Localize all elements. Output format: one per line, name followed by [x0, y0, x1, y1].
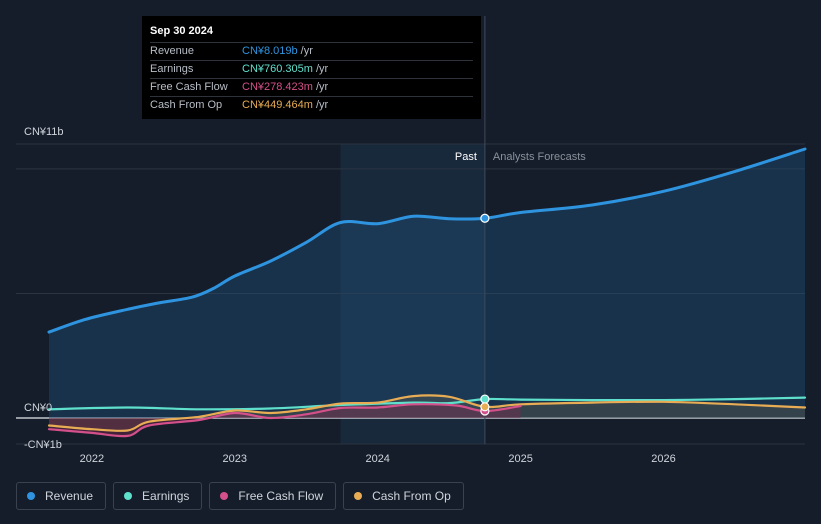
y-axis-negative-label: -CN¥1b	[24, 439, 62, 451]
legend-label: Earnings	[142, 489, 190, 503]
revenue-area	[49, 149, 805, 418]
earnings-marker	[480, 394, 490, 404]
tooltip-value: CN¥449.464m	[242, 99, 313, 111]
chart-legend: Revenue Earnings Free Cash Flow Cash Fro…	[16, 482, 464, 510]
x-tick-label: 2023	[223, 453, 247, 465]
legend-earnings-toggle[interactable]: Earnings	[113, 482, 203, 510]
tooltip-value: CN¥8.019b	[242, 45, 298, 57]
tooltip-unit: /yr	[300, 45, 313, 57]
free-cash-flow-line	[47, 403, 522, 438]
tooltip-unit: /yr	[315, 81, 329, 93]
past-label: Past	[455, 151, 477, 163]
x-tick-label: 2026	[651, 453, 675, 465]
legend-dot-icon	[220, 492, 229, 500]
tooltip-label: Revenue	[150, 45, 195, 57]
legend-dot-icon	[354, 492, 363, 500]
tooltip-value: CN¥760.305m	[242, 63, 313, 75]
legend-revenue-toggle[interactable]: Revenue	[16, 482, 107, 510]
tooltip-row-revenue: Revenue CN¥8.019b /yr	[150, 43, 473, 61]
cash-from-op-marker	[480, 402, 490, 412]
tooltip-row-earnings: Earnings CN¥760.305m /yr	[150, 61, 473, 79]
earnings-line	[47, 396, 807, 411]
legend-label: Free Cash Flow	[238, 489, 324, 503]
cash-from-op-line	[47, 394, 807, 433]
data-tooltip: Sep 30 2024 Revenue CN¥8.019b /yr Earnin…	[142, 16, 481, 119]
legend-cash-from-op-toggle[interactable]: Cash From Op	[343, 482, 464, 510]
legend-label: Cash From Op	[372, 489, 451, 503]
forecast-label: Analysts Forecasts	[493, 151, 586, 163]
x-tick-label: 2022	[80, 453, 104, 465]
legend-dot-icon	[27, 492, 35, 500]
x-tick-label: 2024	[365, 453, 389, 465]
x-tick-label: 2025	[508, 453, 532, 465]
tooltip-row-cash-from-op: Cash From Op CN¥449.464m /yr	[150, 97, 473, 114]
y-axis-zero-label: CN¥0	[24, 402, 52, 414]
tooltip-unit: /yr	[315, 99, 329, 111]
tooltip-label: Earnings	[150, 63, 194, 75]
tooltip-value: CN¥278.423m	[242, 81, 313, 93]
past-highlight-band	[340, 144, 485, 444]
revenue-line	[47, 147, 807, 334]
tooltip-row-free-cash-flow: Free Cash Flow CN¥278.423m /yr	[150, 79, 473, 97]
revenue-marker	[480, 213, 490, 223]
tooltip-date: Sep 30 2024	[150, 24, 473, 43]
tooltip-unit: /yr	[315, 63, 329, 75]
tooltip-label: Free Cash Flow	[150, 81, 228, 93]
y-axis-top-label: CN¥11b	[24, 126, 64, 138]
legend-free-cash-flow-toggle[interactable]: Free Cash Flow	[209, 482, 337, 510]
cash-from-op-area	[49, 396, 805, 431]
legend-dot-icon	[124, 492, 133, 500]
legend-label: Revenue	[45, 489, 94, 503]
free-cash-flow-area	[49, 404, 521, 436]
tooltip-label: Cash From Op	[150, 99, 223, 111]
